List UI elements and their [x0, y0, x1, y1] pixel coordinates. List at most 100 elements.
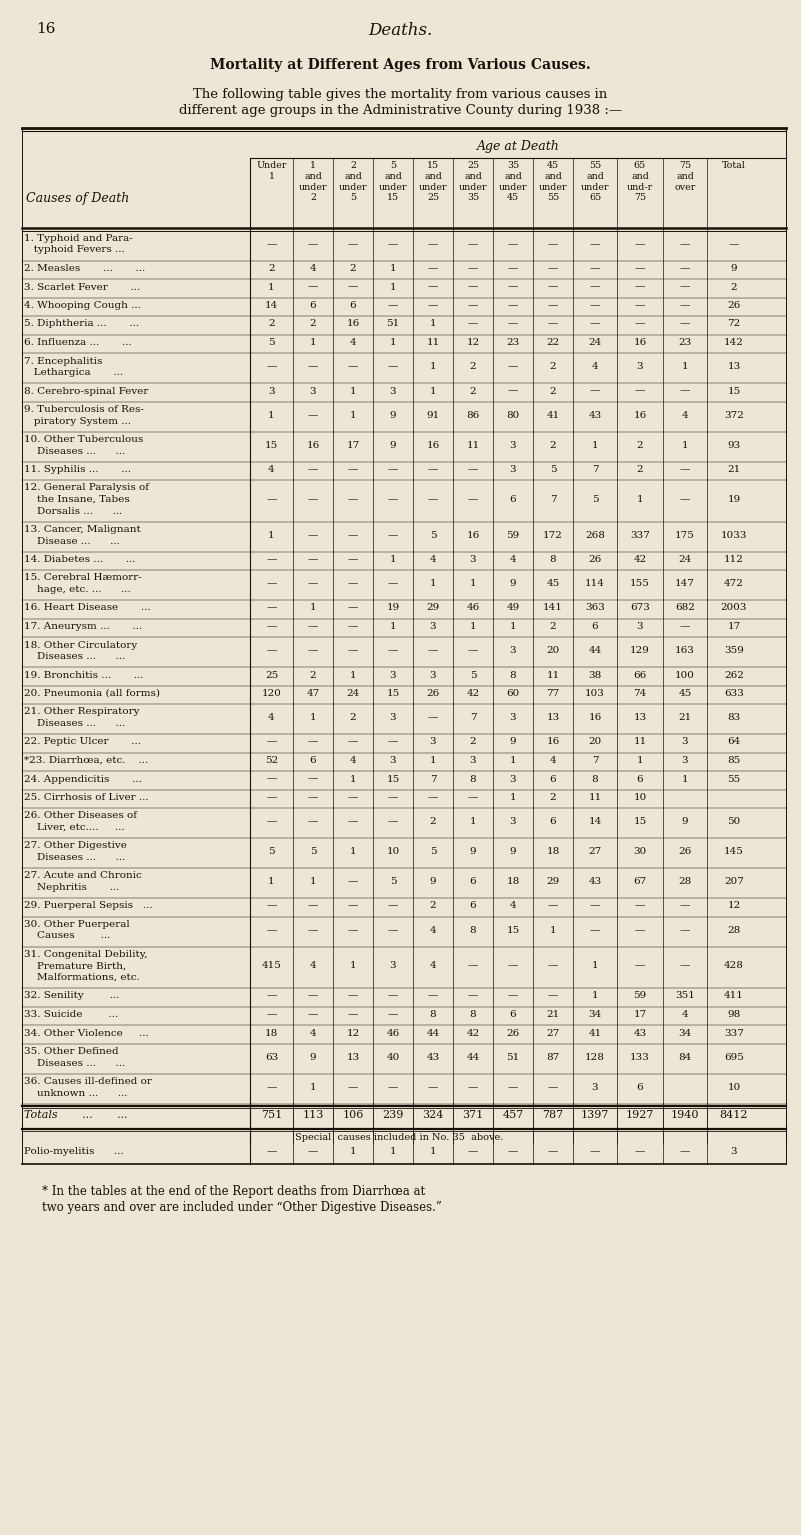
Text: 1033: 1033 [721, 531, 747, 540]
Text: —: — [468, 282, 478, 292]
Text: Disease ...      ...: Disease ... ... [24, 537, 120, 545]
Text: 20: 20 [546, 646, 560, 655]
Text: —: — [266, 362, 276, 371]
Text: 7: 7 [592, 465, 598, 474]
Text: 1: 1 [268, 411, 275, 419]
Text: —: — [308, 646, 318, 655]
Text: Causes of Death: Causes of Death [26, 192, 129, 206]
Text: Total: Total [722, 161, 746, 170]
Text: 103: 103 [585, 689, 605, 698]
Text: —: — [548, 239, 558, 249]
Text: —: — [266, 1010, 276, 1019]
Text: —: — [680, 961, 690, 970]
Text: 2
and
under
5: 2 and under 5 [339, 161, 367, 203]
Text: 44: 44 [426, 1028, 440, 1038]
Text: 46: 46 [466, 603, 480, 612]
Text: 324: 324 [422, 1110, 444, 1121]
Text: 4: 4 [310, 961, 316, 970]
Text: 60: 60 [506, 689, 520, 698]
Text: 363: 363 [585, 603, 605, 612]
Text: 38: 38 [589, 671, 602, 680]
Text: 27: 27 [589, 847, 602, 857]
Text: —: — [508, 1082, 518, 1091]
Text: 24: 24 [589, 338, 602, 347]
Text: 6: 6 [509, 1010, 517, 1019]
Text: 27: 27 [546, 1028, 560, 1038]
Text: 411: 411 [724, 992, 744, 1001]
Text: —: — [348, 282, 358, 292]
Text: typhoid Fevers ...: typhoid Fevers ... [24, 246, 125, 255]
Text: —: — [388, 579, 398, 588]
Text: 18: 18 [546, 847, 560, 857]
Text: 4: 4 [429, 926, 437, 935]
Text: 1: 1 [390, 282, 396, 292]
Text: 6: 6 [592, 622, 598, 631]
Text: 18: 18 [265, 1028, 278, 1038]
Text: 3: 3 [682, 757, 688, 764]
Text: Causes        ...: Causes ... [24, 932, 111, 941]
Text: 207: 207 [724, 876, 744, 886]
Text: —: — [428, 301, 438, 310]
Text: 20: 20 [589, 737, 602, 746]
Text: 128: 128 [585, 1053, 605, 1062]
Text: 45
and
under
55: 45 and under 55 [539, 161, 567, 203]
Text: —: — [428, 494, 438, 503]
Text: —: — [680, 239, 690, 249]
Text: —: — [635, 264, 645, 273]
Text: 8412: 8412 [720, 1110, 748, 1121]
Text: Diseases ...      ...: Diseases ... ... [24, 853, 125, 863]
Text: 15: 15 [265, 441, 278, 450]
Text: —: — [388, 1082, 398, 1091]
Text: 84: 84 [678, 1053, 691, 1062]
Text: 45: 45 [678, 689, 691, 698]
Text: 43: 43 [634, 1028, 646, 1038]
Text: —: — [468, 794, 478, 801]
Text: —: — [308, 926, 318, 935]
Text: 1: 1 [350, 1148, 356, 1156]
Text: 17: 17 [346, 441, 360, 450]
Text: 1. Typhoid and Para-: 1. Typhoid and Para- [24, 233, 133, 243]
Text: 1: 1 [390, 622, 396, 631]
Text: —: — [348, 992, 358, 1001]
Text: 16: 16 [634, 411, 646, 419]
Text: 3. Scarlet Fever       ...: 3. Scarlet Fever ... [24, 282, 140, 292]
Text: two years and over are included under “Other Digestive Diseases.”: two years and over are included under “O… [42, 1202, 442, 1214]
Text: —: — [308, 794, 318, 801]
Text: 98: 98 [727, 1010, 741, 1019]
Text: 3: 3 [682, 737, 688, 746]
Text: 1: 1 [682, 441, 688, 450]
Text: 1: 1 [390, 556, 396, 563]
Text: 428: 428 [724, 961, 744, 970]
Text: 35. Other Defined: 35. Other Defined [24, 1047, 119, 1056]
Text: —: — [468, 301, 478, 310]
Text: —: — [635, 319, 645, 328]
Text: 18: 18 [506, 876, 520, 886]
Text: 8: 8 [592, 775, 598, 783]
Text: 2: 2 [549, 794, 557, 801]
Text: hage, etc. ...      ...: hage, etc. ... ... [24, 585, 131, 594]
Text: 2: 2 [429, 817, 437, 826]
Text: 13: 13 [727, 362, 741, 371]
Text: 15: 15 [386, 775, 400, 783]
Text: —: — [468, 992, 478, 1001]
Text: —: — [266, 579, 276, 588]
Text: 7. Encephalitis: 7. Encephalitis [24, 356, 103, 365]
Text: 1: 1 [637, 494, 643, 503]
Text: 10: 10 [727, 1082, 741, 1091]
Text: —: — [266, 992, 276, 1001]
Text: —: — [548, 901, 558, 910]
Text: —: — [348, 817, 358, 826]
Text: 7: 7 [592, 757, 598, 764]
Text: —: — [388, 1010, 398, 1019]
Text: 2: 2 [469, 362, 477, 371]
Text: Totals       ...       ...: Totals ... ... [24, 1110, 127, 1121]
Text: 1397: 1397 [581, 1110, 610, 1121]
Text: 11: 11 [546, 671, 560, 680]
Text: 40: 40 [386, 1053, 400, 1062]
Text: 29. Puerperal Sepsis   ...: 29. Puerperal Sepsis ... [24, 901, 152, 910]
Text: —: — [388, 531, 398, 540]
Text: 26. Other Diseases of: 26. Other Diseases of [24, 812, 137, 821]
Text: 49: 49 [506, 603, 520, 612]
Text: —: — [548, 319, 558, 328]
Text: 77: 77 [546, 689, 560, 698]
